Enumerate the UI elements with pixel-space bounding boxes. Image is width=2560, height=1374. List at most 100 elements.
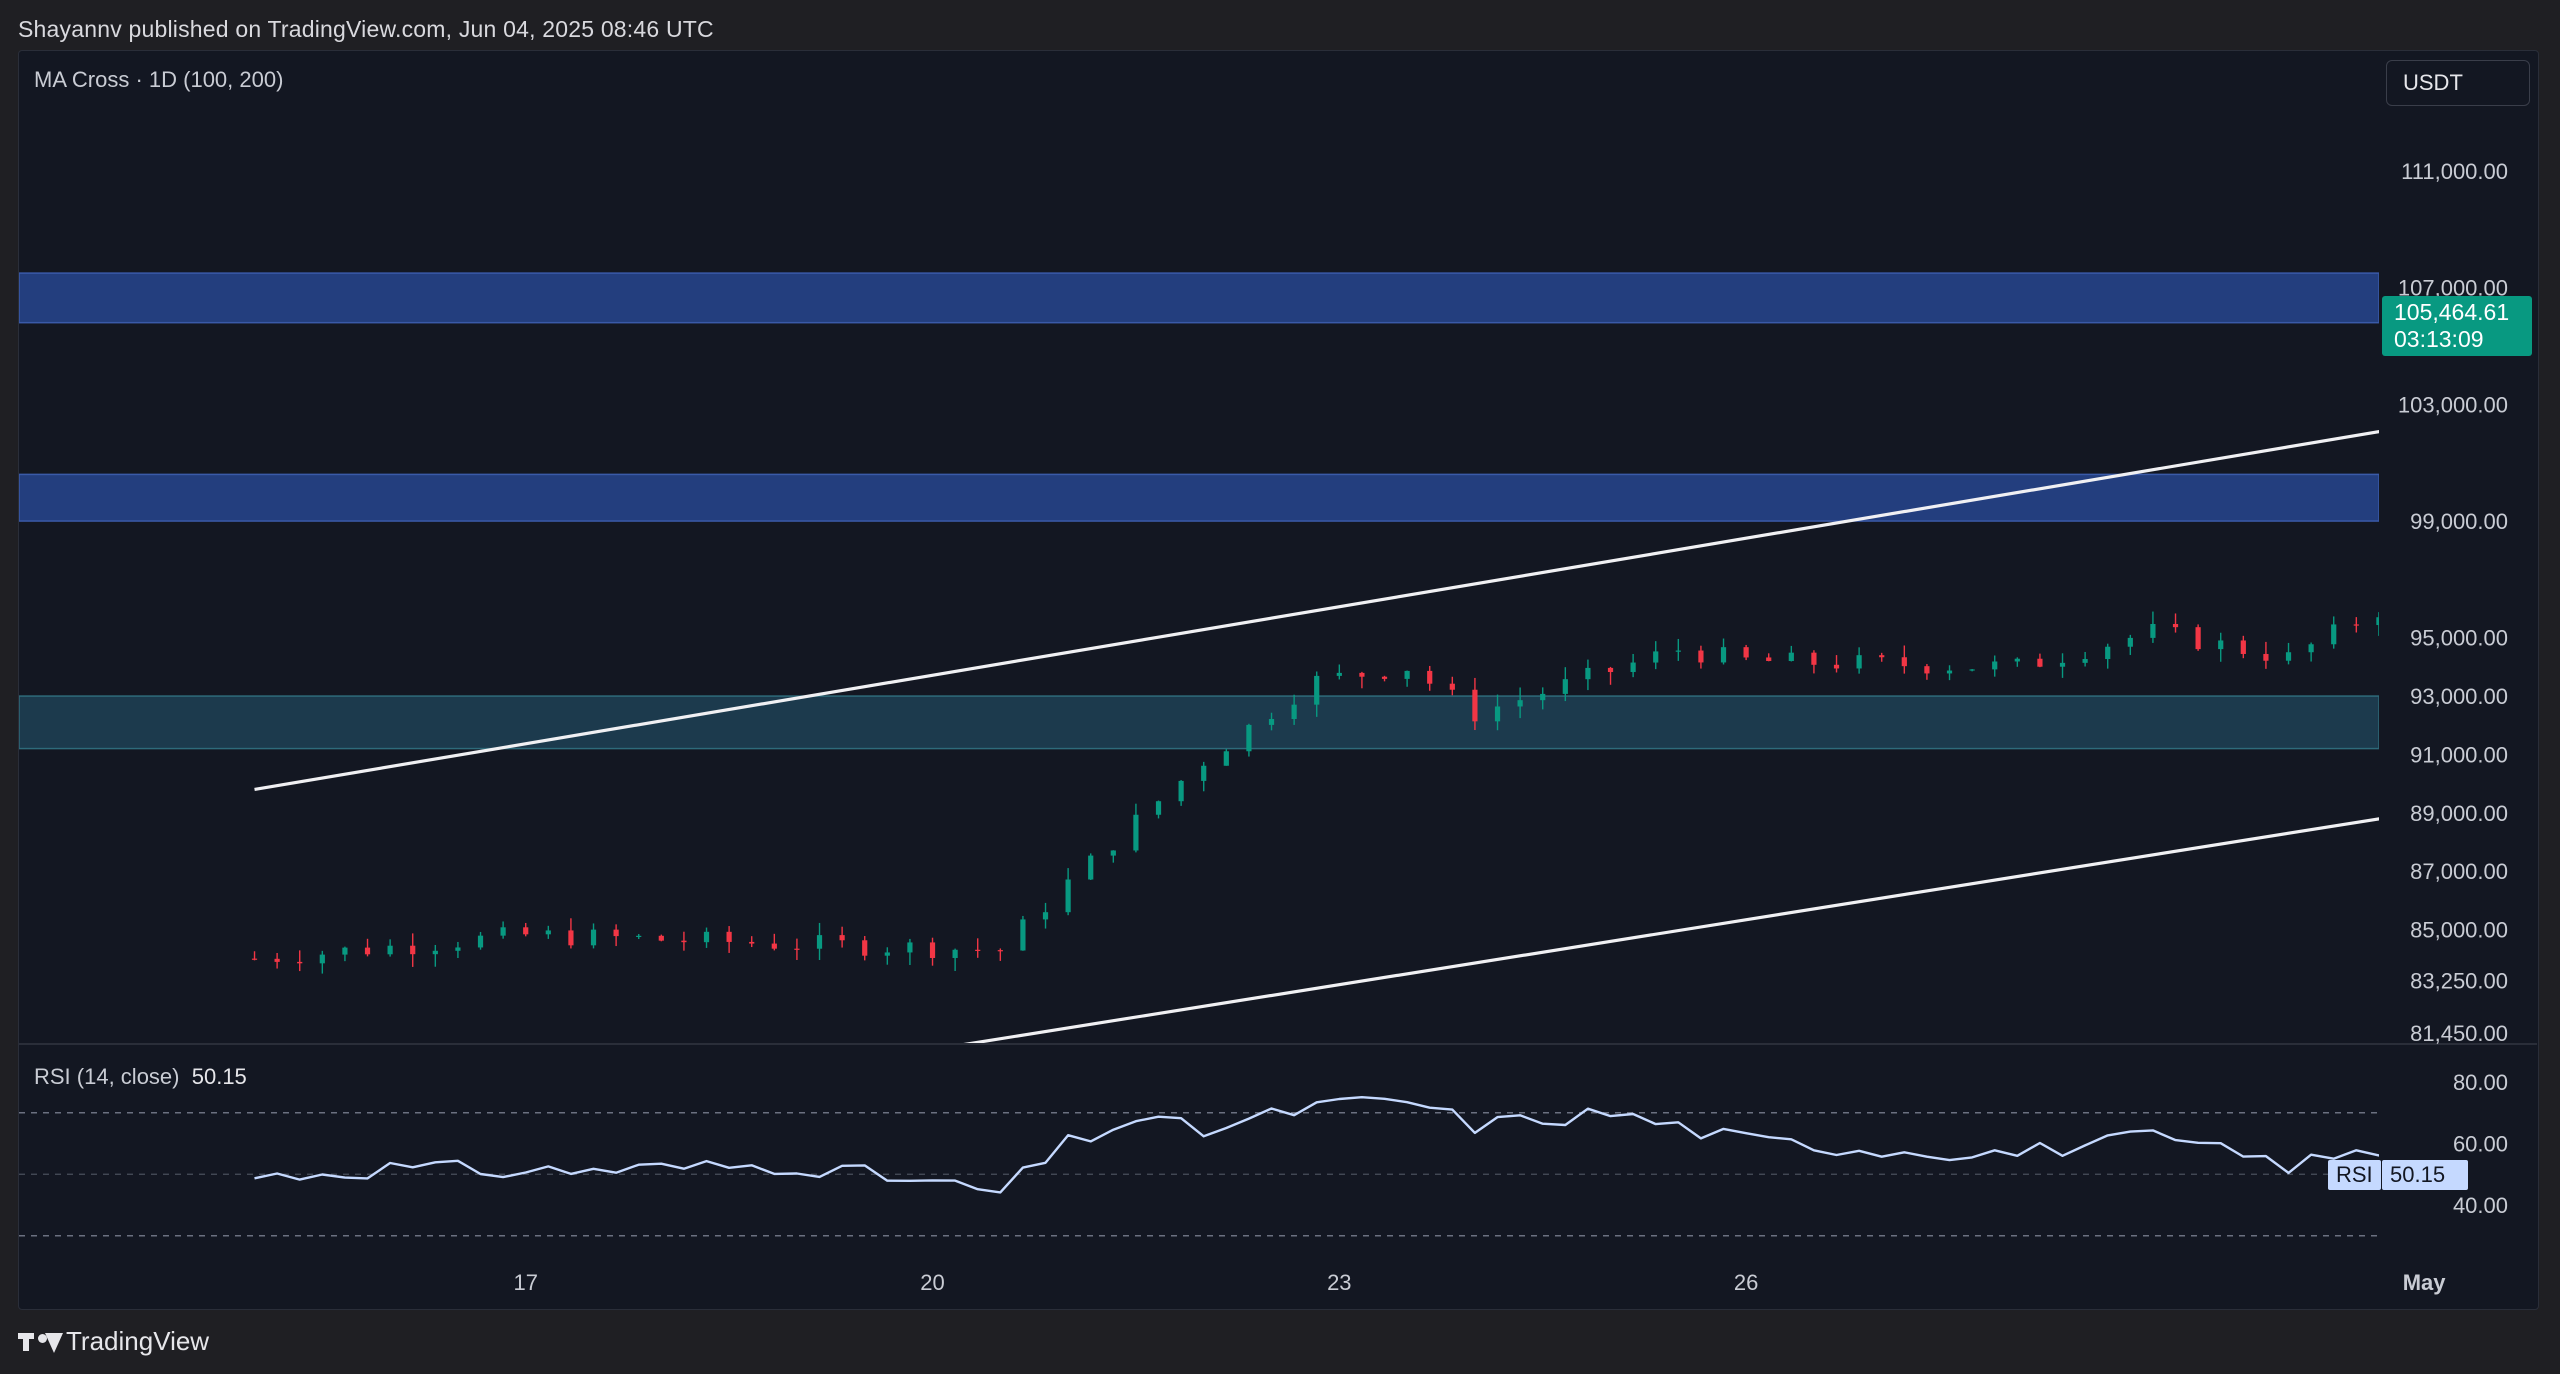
candle [862,936,868,961]
price-tick-label: 81,450.00 [2410,1021,2508,1046]
time-axis[interactable]: 17202326May4710131619222528Jun47 [513,1270,2560,1295]
candle [1246,723,1252,757]
rsi-line [254,1095,2379,1194]
candle [1517,687,1523,719]
rsi-legend[interactable]: RSI (14, close) 50.15 [34,1064,247,1090]
rsi-tick-label: 80.00 [2453,1070,2508,1095]
candle [2195,624,2201,651]
candle [1449,676,1455,696]
candle [1088,853,1094,880]
candle [2467,563,2472,596]
price-tick-label: 89,000.00 [2410,801,2508,826]
candle [975,938,981,958]
candle [1291,694,1297,725]
channel-line-2[interactable] [661,206,2560,1093]
candlestick-series [251,563,2540,974]
candle [2512,563,2517,574]
candle [703,927,710,948]
candle [364,938,371,957]
price-tick-label: 95,000.00 [2410,626,2508,651]
candle [681,931,687,951]
candle [839,926,845,948]
candle [2218,632,2224,662]
brand-text: TradingView [66,1326,210,1356]
price-tick-label: 93,000.00 [2410,684,2508,709]
candle [1946,665,1953,681]
candle [2399,585,2404,624]
rsi-label-tag: RSI [2328,1160,2381,1190]
candle [907,938,913,965]
price-tick-label: 85,000.00 [2410,917,2508,942]
candle [1630,653,1636,678]
candle [613,924,619,947]
candle [1788,645,1794,662]
candle [929,937,936,966]
channel-line-1[interactable] [254,0,2560,792]
candle [2059,653,2066,678]
candle [2127,634,2133,655]
candle [2037,653,2043,668]
candle [1314,671,1320,717]
zone-2[interactable] [19,473,2379,522]
candle [1494,694,1501,731]
candle [1381,675,1388,682]
candle [297,950,303,972]
candle [2172,613,2179,633]
candle [794,938,800,960]
candle [1427,665,1433,691]
candle [1675,638,1681,661]
published-by-line: Shayannv published on TradingView.com, J… [18,16,714,42]
candle [2240,635,2246,659]
candle [1743,644,1749,661]
price-tick-label: 83,250.00 [2410,968,2508,993]
candle [1201,761,1207,792]
candle [1833,655,1840,673]
chart-frame[interactable] [18,50,2539,1310]
zone-3[interactable] [19,695,2379,750]
candle [1653,641,1659,670]
zone-1[interactable] [19,272,2379,324]
candle [2376,612,2379,636]
candle [590,923,597,949]
candle [1336,664,1342,680]
price-tick-label: 111,000.00 [2401,159,2508,184]
price-tick-label: 99,000.00 [2410,509,2508,534]
currency-selector[interactable]: USDT [2386,60,2530,106]
candle [2535,567,2540,583]
candle [884,947,890,965]
candle [636,934,642,940]
candle [2150,611,2156,643]
candle [1155,800,1162,819]
candle [1223,749,1229,766]
candle [1472,677,1478,731]
candle [523,922,529,937]
candle [251,951,258,961]
support-resistance-zones [19,272,2379,750]
candle [455,941,461,959]
candle [658,934,664,942]
candle [1856,647,1862,674]
candle [1811,650,1817,674]
candle [1585,659,1591,691]
rsi-pane [19,1095,2379,1237]
price-tick-label: 103,000.00 [2398,392,2508,417]
candle [1992,655,1998,677]
ascending-channel[interactable] [254,0,2560,1093]
candle [568,918,574,949]
candle [2489,565,2494,577]
rsi-axis[interactable]: 80.00 60.00 40.00 [2453,1070,2508,1218]
ma-cross-legend[interactable]: MA Cross · 1D (100, 200) [34,67,284,92]
time-tick-label: 26 [1734,1270,1758,1295]
candle [1268,712,1275,731]
candle [2105,643,2111,669]
candle [1020,915,1026,951]
tradingview-brand[interactable]: TradingView [18,1326,209,1357]
last-price-value: 105,464.61 [2394,299,2510,325]
candle [1359,671,1365,689]
candle [2285,642,2292,665]
candle [1404,670,1410,687]
price-axis[interactable]: 111,000.00107,000.00103,000.0099,000.009… [2398,159,2508,1046]
time-tick-label: 17 [513,1270,537,1295]
candle [477,931,484,950]
